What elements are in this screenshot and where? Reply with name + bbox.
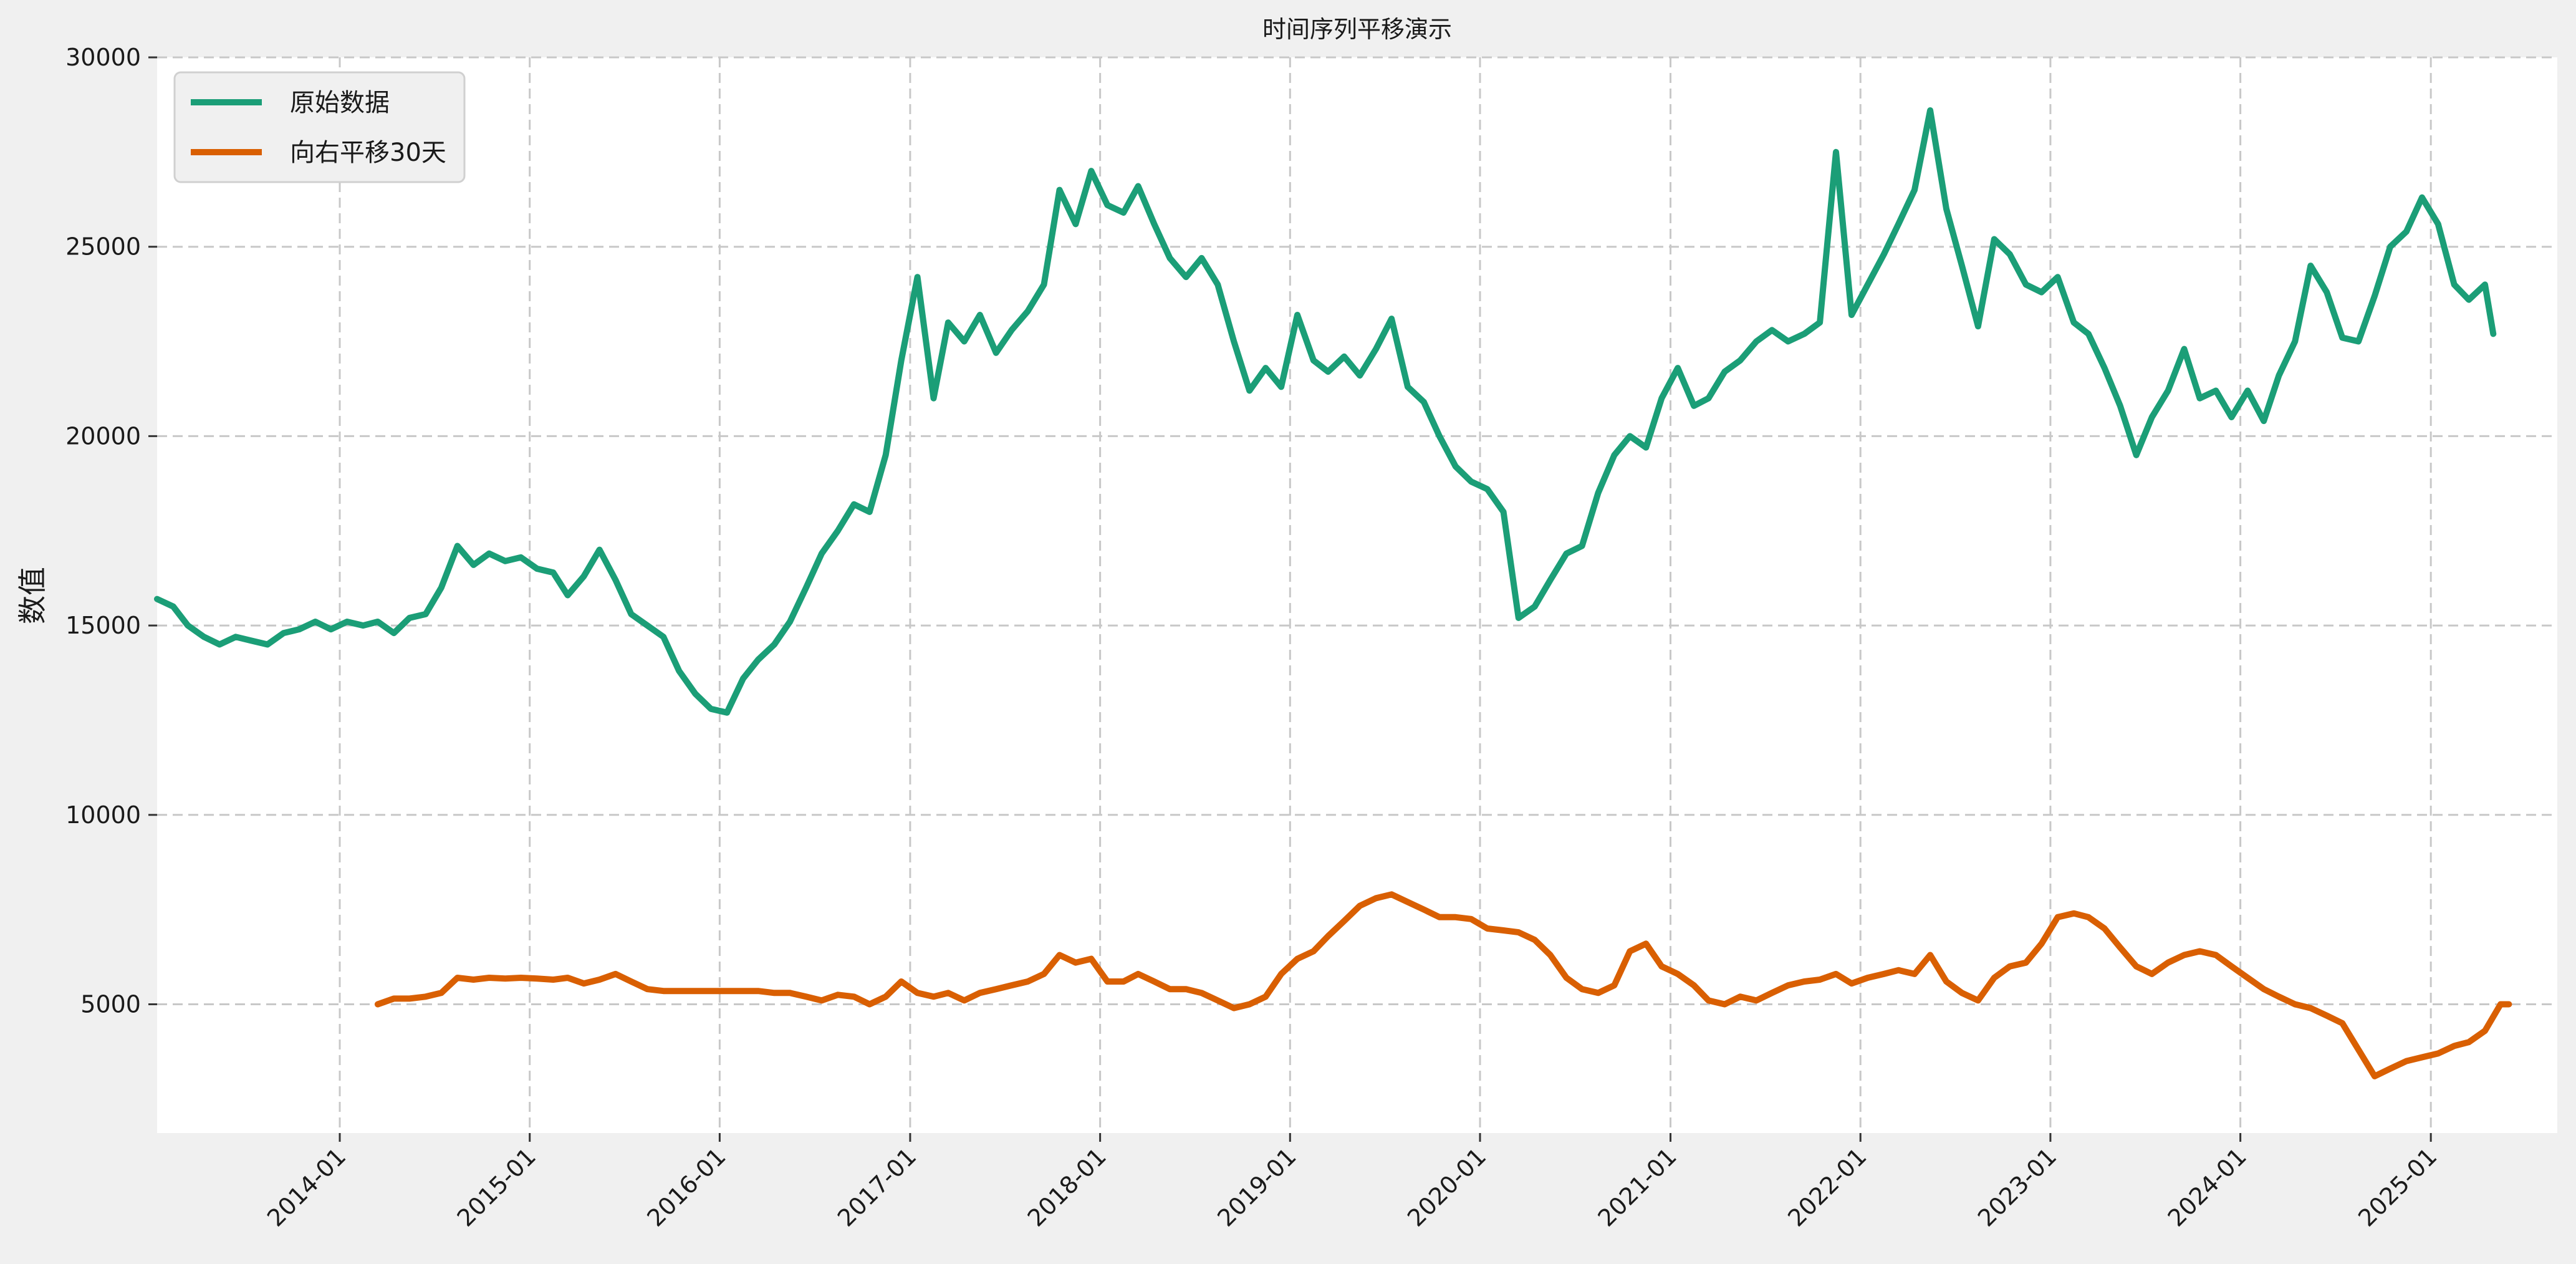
y-tick-label: 25000: [65, 233, 141, 261]
legend-label-0: 原始数据: [290, 89, 390, 117]
y-tick-label: 5000: [80, 990, 141, 1018]
y-tick-label: 15000: [65, 612, 141, 639]
grid-lines: [157, 56, 2557, 1133]
y-tick-label: 20000: [65, 422, 141, 450]
y-tick-label: 30000: [65, 44, 141, 71]
legend-label-1: 向右平移30天: [290, 138, 446, 167]
y-axis-label: 数值: [16, 567, 49, 624]
y-tick-label: 10000: [65, 801, 141, 829]
series-layer: [154, 107, 2512, 1079]
plot-area: [157, 57, 2557, 1133]
series-line-0: [154, 107, 2497, 716]
chart-title: 时间序列平移演示: [1262, 16, 1452, 43]
series-line-1: [374, 891, 2512, 1079]
